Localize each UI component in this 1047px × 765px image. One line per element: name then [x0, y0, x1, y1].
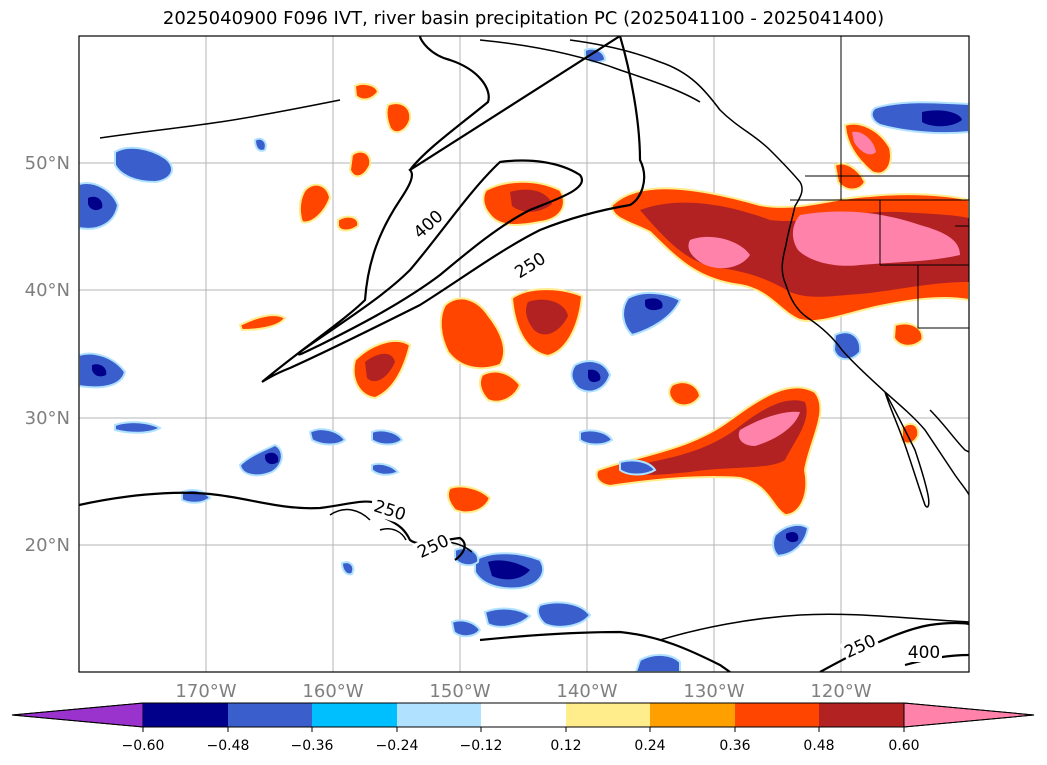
colorbar-bin-8 — [735, 703, 819, 727]
longitude-labels: 170°W 160°W 150°W 140°W 130°W 120°W — [175, 681, 871, 702]
latitude-labels: 50°N 40°N 30°N 20°N — [25, 153, 70, 556]
warm-region-nw-pacific-4 — [353, 83, 380, 101]
cool-region-small-2 — [371, 462, 400, 476]
lon-label-130w: 130°W — [683, 681, 744, 702]
warm-region-nw-pacific-3 — [385, 102, 412, 134]
warm-region-hawaii-north — [446, 485, 492, 514]
cool-region-gulf-alaska-core — [922, 110, 962, 127]
cool-region-southwest-core — [265, 452, 279, 465]
colorbar-tick-2: −0.48 — [207, 738, 250, 754]
cool-region-far-west-1-core — [88, 196, 103, 211]
colorbar-tick-3: −0.36 — [291, 738, 334, 754]
cool-region-aleutian — [114, 146, 174, 184]
lat-label-20n: 20°N — [25, 535, 70, 556]
warm-region-nw-pacific-6 — [337, 215, 360, 232]
lon-label-150w: 150°W — [429, 681, 490, 702]
cool-region-central-2 — [371, 429, 404, 446]
colorbar-tick-5: −0.12 — [460, 738, 503, 754]
cool-region-central-4 — [619, 459, 657, 476]
lat-label-30n: 30°N — [25, 408, 70, 429]
warm-region-so-cal — [892, 322, 924, 347]
contour-label-400-se: 400 — [908, 643, 940, 663]
colorbar-bin-3 — [312, 703, 397, 727]
cool-region-small-3 — [340, 561, 355, 576]
ivt-contour-250-south — [79, 491, 373, 510]
lon-label-160w: 160°W — [302, 681, 363, 702]
south-pacific-coast — [659, 613, 969, 641]
warm-region-nw-pacific-5 — [348, 150, 372, 178]
cool-region-mid-1-core — [645, 298, 663, 311]
colorbar-tick-8: 0.36 — [719, 738, 750, 754]
colorbar-extend-low — [11, 702, 144, 728]
warm-region-off-baja — [668, 381, 702, 407]
lon-label-170w: 170°W — [175, 681, 236, 702]
ivt-contour-400-north — [261, 36, 646, 383]
warm-region-mid-pacific-1 — [439, 297, 506, 370]
colorbar-bin-6 — [566, 703, 650, 727]
coastlines — [99, 39, 969, 641]
lat-label-40n: 40°N — [25, 280, 70, 301]
warm-region-canada-peak — [852, 131, 876, 155]
colorbar-bin-2 — [228, 703, 312, 727]
cool-region-hawaii-3 — [483, 607, 532, 628]
colorbar: −0.60 −0.48 −0.36 −0.24 −0.12 0.12 0.24 … — [11, 702, 1035, 754]
colorbar-bin-4 — [397, 703, 481, 727]
cool-region-central-6 — [114, 421, 162, 434]
cool-region-mid-1 — [622, 292, 682, 337]
colorbar-bin-1 — [143, 703, 228, 727]
baja-peninsula — [884, 391, 930, 508]
warm-region-california-peak — [792, 211, 960, 266]
cool-region-small-1 — [253, 137, 267, 152]
cool-region-southwest — [238, 443, 283, 477]
cool-region-central-1 — [308, 428, 347, 446]
lat-label-50n: 50°N — [25, 153, 70, 174]
north-america-coast — [569, 39, 969, 496]
ivt-contour-250-south-edge — [479, 630, 731, 672]
cool-region-baja-1 — [832, 331, 862, 361]
colorbar-tick-4: −0.24 — [376, 738, 419, 754]
colorbar-tick-7: 0.24 — [634, 738, 665, 754]
warm-region-nw-pacific-2 — [238, 314, 287, 332]
cool-region-far-west-2-core — [92, 364, 107, 377]
colorbar-bin-5 — [481, 703, 566, 727]
cool-region-hawaii-4 — [450, 619, 482, 638]
cool-region-subtropical-core — [786, 532, 799, 543]
plot-title: 2025040900 F096 IVT, river basin precipi… — [162, 8, 885, 29]
warm-region-oregon-coast — [833, 162, 867, 191]
cool-region-central-3 — [579, 429, 614, 446]
colorbar-bin-7 — [650, 703, 735, 727]
lon-label-140w: 140°W — [556, 681, 617, 702]
warm-region-subtropical-core — [620, 400, 807, 475]
warm-region-mid-pacific-2-core — [526, 299, 568, 335]
lon-label-120w: 120°W — [810, 681, 871, 702]
colorbar-tick-1: −0.60 — [122, 738, 165, 754]
state-borders — [790, 36, 969, 329]
warm-region-mid-pacific-4 — [479, 370, 522, 403]
warm-region-california-peak-2 — [688, 236, 750, 269]
map-frame — [78, 35, 970, 673]
cool-region-hawaii-1-core — [488, 560, 530, 580]
colorbar-tick-10: 0.60 — [888, 738, 919, 754]
colorbar-tick-9: 0.48 — [803, 738, 834, 754]
aleutian-islands — [99, 99, 341, 139]
colorbar-extend-high — [903, 702, 1035, 728]
cool-region-mid-2-core — [588, 369, 601, 383]
colorbar-bin-9 — [819, 703, 904, 727]
cool-region-hawaii-2 — [536, 601, 592, 628]
warm-region-subtropical-peak — [738, 411, 800, 446]
cool-region-south-edge — [634, 654, 681, 672]
negative-pc-regions — [79, 47, 969, 672]
alaska-coast — [479, 39, 701, 103]
colorbar-tick-6: 0.12 — [550, 738, 581, 754]
mexico-mainland-coast — [929, 409, 969, 453]
ivt-contour-250-inner — [297, 159, 583, 356]
warm-region-nw-pacific-1 — [298, 183, 332, 224]
warm-region-mid-pacific-3-core — [365, 353, 395, 382]
